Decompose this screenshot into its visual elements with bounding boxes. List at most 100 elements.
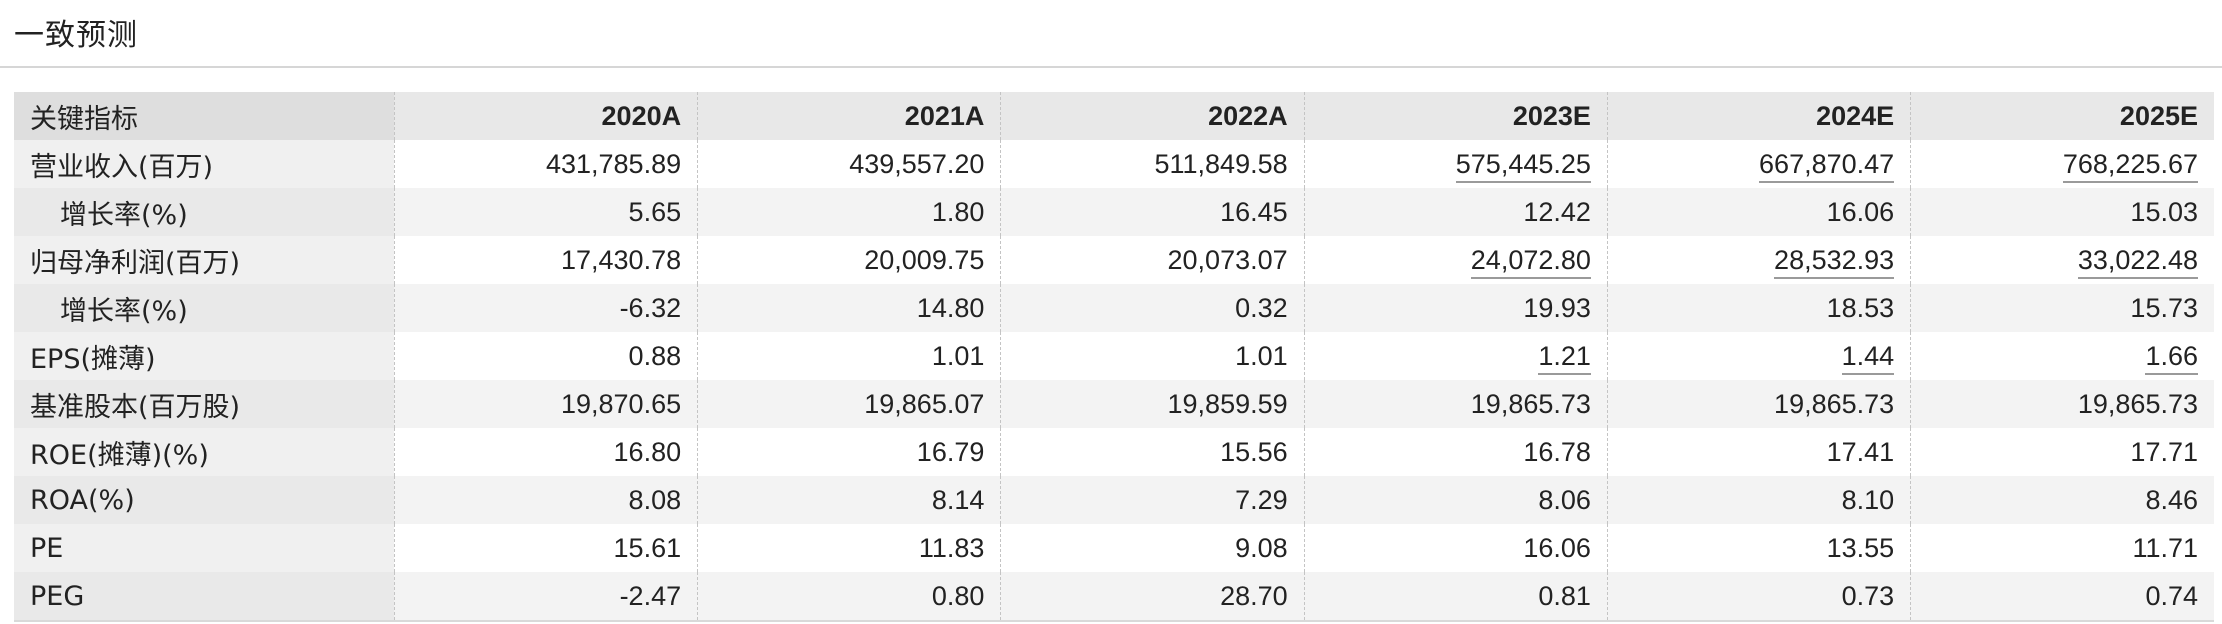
header-year: 2025E [1910, 92, 2214, 140]
table-cell: 5.65 [393, 188, 698, 236]
table-cell: 19,859.59 [1000, 380, 1305, 428]
table-cell: 0.74 [1910, 572, 2214, 620]
table-row: 归母净利润(百万) 17,430.78 20,009.75 20,073.07 … [14, 236, 2214, 284]
table-cell: 8.08 [393, 476, 698, 524]
table-cell: 16.79 [697, 428, 1001, 476]
estimate-value-link[interactable]: 1.44 [1841, 340, 1895, 375]
header-year: 2021A [697, 92, 1001, 140]
table-cell: 8.14 [697, 476, 1001, 524]
estimate-value-link[interactable]: 575,445.25 [1455, 148, 1591, 183]
estimate-value-link[interactable]: 768,225.67 [2062, 148, 2198, 183]
consensus-forecast-table: 关键指标 2020A 2021A 2022A 2023E 2024E 2025E… [14, 92, 2214, 620]
table-cell: 0.80 [697, 572, 1001, 620]
row-label-text: 增长率(%) [60, 295, 188, 327]
table-cell: 16.06 [1303, 524, 1608, 572]
table-cell: 0.32 [1000, 284, 1305, 332]
table-cell: 16.06 [1606, 188, 1911, 236]
table-cell: 17.71 [1910, 428, 2214, 476]
table-cell: 1.44 [1606, 332, 1911, 380]
header-year: 2022A [1000, 92, 1305, 140]
table-cell: 11.71 [1910, 524, 2214, 572]
table-cell: 1.80 [697, 188, 1001, 236]
row-label: PEG [14, 572, 395, 620]
table-cell: 28,532.93 [1606, 236, 1911, 284]
row-label: 营业收入(百万) [14, 140, 395, 188]
section-title: 一致预测 [14, 18, 138, 53]
row-label-text: 增长率(%) [60, 199, 188, 231]
table-cell: 12.42 [1303, 188, 1608, 236]
table-cell: 19,865.07 [697, 380, 1001, 428]
row-label: ROE(摊薄)(%) [14, 428, 395, 476]
table-cell: 0.73 [1606, 572, 1911, 620]
table-cell: 8.10 [1606, 476, 1911, 524]
row-label: 增长率(%) [14, 284, 395, 332]
table-cell: 16.45 [1000, 188, 1305, 236]
table-cell: -2.47 [393, 572, 698, 620]
table-cell: 667,870.47 [1606, 140, 1911, 188]
table-cell: 15.03 [1910, 188, 2214, 236]
header-metric: 关键指标 [14, 92, 395, 140]
title-divider [0, 66, 2222, 68]
table-cell: 19,865.73 [1910, 380, 2214, 428]
table-row: ROA(%) 8.08 8.14 7.29 8.06 8.10 8.46 [14, 476, 2214, 524]
estimate-value-link[interactable]: 1.66 [2145, 340, 2198, 375]
table-row: 营业收入(百万) 431,785.89 439,557.20 511,849.5… [14, 140, 2214, 188]
table-row: ROE(摊薄)(%) 16.80 16.79 15.56 16.78 17.41… [14, 428, 2214, 476]
header-year: 2024E [1606, 92, 1911, 140]
table-cell: 1.21 [1303, 332, 1608, 380]
table-cell: 8.46 [1910, 476, 2214, 524]
table-cell: 14.80 [697, 284, 1001, 332]
estimate-value-link[interactable]: 28,532.93 [1774, 244, 1895, 279]
table-cell: 1.01 [1000, 332, 1305, 380]
table-cell: 19.93 [1303, 284, 1608, 332]
table-cell: 28.70 [1000, 572, 1305, 620]
row-label: 基准股本(百万股) [14, 380, 395, 428]
table-row: 基准股本(百万股) 19,870.65 19,865.07 19,859.59 … [14, 380, 2214, 428]
table-cell: 16.78 [1303, 428, 1608, 476]
table-cell: 20,009.75 [697, 236, 1001, 284]
table-cell: 15.61 [393, 524, 698, 572]
table-cell: 431,785.89 [393, 140, 698, 188]
table-cell: 0.88 [393, 332, 698, 380]
table-cell: 33,022.48 [1910, 236, 2214, 284]
table-row: 增长率(%) -6.32 14.80 0.32 19.93 18.53 15.7… [14, 284, 2214, 332]
estimate-value-link[interactable]: 667,870.47 [1759, 148, 1895, 183]
row-label: EPS(摊薄) [14, 332, 395, 380]
estimate-value-link[interactable]: 1.21 [1538, 340, 1591, 375]
table-cell: 13.55 [1606, 524, 1911, 572]
table-cell: 1.66 [1910, 332, 2214, 380]
table-cell: 16.80 [393, 428, 698, 476]
table-cell: 20,073.07 [1000, 236, 1305, 284]
header-year: 2020A [393, 92, 698, 140]
row-label: PE [14, 524, 395, 572]
table-cell: 9.08 [1000, 524, 1305, 572]
table-row: 增长率(%) 5.65 1.80 16.45 12.42 16.06 15.03 [14, 188, 2214, 236]
table-cell: 15.56 [1000, 428, 1305, 476]
header-row: 关键指标 2020A 2021A 2022A 2023E 2024E 2025E [14, 92, 2214, 140]
table-cell: 511,849.58 [1000, 140, 1305, 188]
table-cell: -6.32 [393, 284, 698, 332]
table-row: PEG -2.47 0.80 28.70 0.81 0.73 0.74 [14, 572, 2214, 620]
table-cell: 18.53 [1606, 284, 1911, 332]
table-cell: 17.41 [1606, 428, 1911, 476]
table-cell: 19,870.65 [393, 380, 698, 428]
table-cell: 15.73 [1910, 284, 2214, 332]
row-label: ROA(%) [14, 476, 395, 524]
table-row: EPS(摊薄) 0.88 1.01 1.01 1.21 1.44 1.66 [14, 332, 2214, 380]
table-cell: 11.83 [697, 524, 1001, 572]
row-label: 增长率(%) [14, 188, 395, 236]
header-year: 2023E [1303, 92, 1608, 140]
table-cell: 19,865.73 [1606, 380, 1911, 428]
table-cell: 768,225.67 [1910, 140, 2214, 188]
estimate-value-link[interactable]: 24,072.80 [1470, 244, 1591, 279]
table-cell: 8.06 [1303, 476, 1608, 524]
estimate-value-link[interactable]: 33,022.48 [2077, 244, 2198, 279]
table-cell: 7.29 [1000, 476, 1305, 524]
table-cell: 439,557.20 [697, 140, 1001, 188]
row-label: 归母净利润(百万) [14, 236, 395, 284]
table-cell: 24,072.80 [1303, 236, 1608, 284]
table-cell: 0.81 [1303, 572, 1608, 620]
table-cell: 19,865.73 [1303, 380, 1608, 428]
table-row: PE 15.61 11.83 9.08 16.06 13.55 11.71 [14, 524, 2214, 572]
table-cell: 575,445.25 [1303, 140, 1608, 188]
